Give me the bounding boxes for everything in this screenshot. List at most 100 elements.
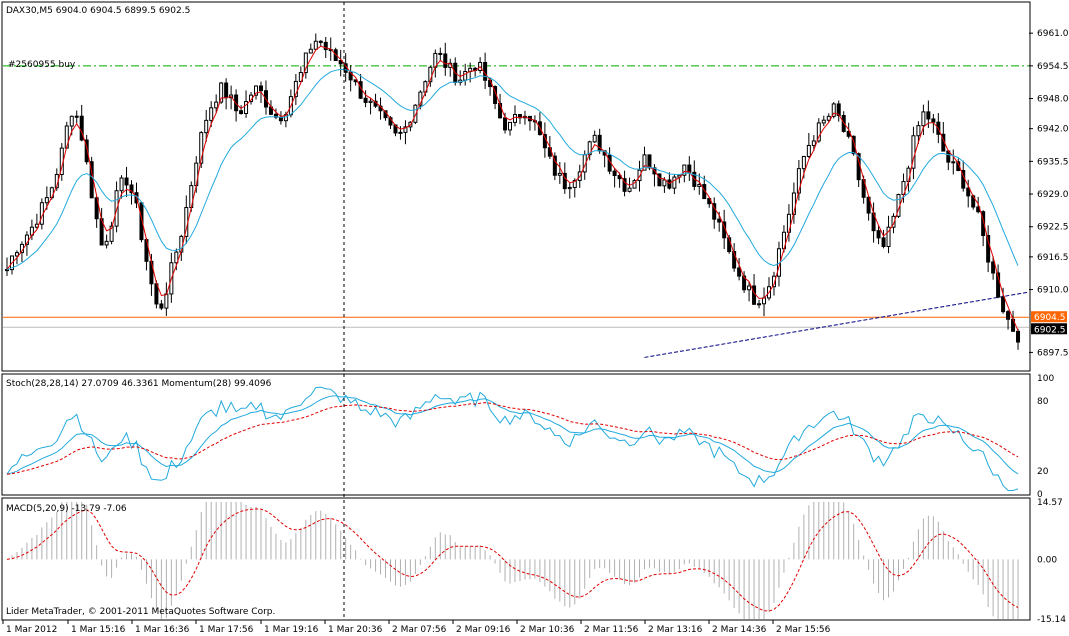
candle-body [951,161,956,164]
main-header: DAX30,M5 6904.0 6904.5 6899.5 6902.5 [6,6,190,16]
candle-body [14,252,19,257]
candle-body [592,134,597,143]
macd-plot [6,502,1019,619]
y-tick-label: 6948.0 [1037,95,1069,105]
candle-body [224,82,229,99]
candle-body [199,132,204,164]
macd-tick-label: 14.57 [1037,498,1063,508]
candle-body [119,177,124,192]
candle-body [338,60,343,65]
candle-body [164,293,169,309]
candle-body [74,115,79,118]
candle-body [139,202,144,241]
candle-body [239,110,244,115]
x-tick-label: 2 Mar 09:16 [456,625,511,635]
candle-body [204,119,209,134]
stoch-tick-label: 20 [1037,467,1049,477]
candle-body [687,164,692,173]
candle-body [318,40,323,43]
trend-line [644,291,1030,358]
candle-body [627,187,632,192]
candle-body [413,104,418,123]
stoch-panel[interactable] [1,373,1031,496]
candle-body [682,164,687,176]
candle-body [886,226,891,247]
candle-body [79,115,84,141]
x-tick-label: 1 Mar 2012 [6,625,57,635]
candle-body [647,154,652,169]
candle-body [986,235,991,263]
candle-body [254,85,259,96]
ask-price-box [1031,311,1067,323]
y-tick-label: 6922.5 [1037,223,1069,233]
candle-body [403,126,408,133]
candle-body [881,237,886,247]
candle-body [752,285,757,305]
momentum-line [6,395,1019,475]
candle-body [124,177,129,186]
candle-body [642,154,647,171]
candle-body [308,48,313,54]
candle-body [931,118,936,123]
x-tick-label: 2 Mar 14:36 [712,625,767,635]
candle-body [717,218,722,223]
y-tick-label: 6910.0 [1037,286,1069,296]
candle-body [876,230,881,239]
candle-body [622,178,627,192]
main-plot [3,33,1030,358]
macd-tick-label: 0.00 [1037,555,1057,565]
candle-body [826,115,831,121]
candle-body [891,215,896,228]
y-tick-label: 6954.5 [1037,62,1069,72]
candle-body [567,186,572,190]
candle-body [916,125,921,137]
y-tick-label: 6942.0 [1037,125,1069,135]
candle-body [806,144,811,157]
candle-body [831,103,836,117]
candle-body [84,139,89,163]
candle-body [921,111,926,127]
ema-slow-line [6,68,1019,271]
candle-body [109,225,114,242]
candle-body [562,172,567,190]
candle-body [418,91,423,106]
candle-body [771,275,776,288]
candle-body [244,101,249,115]
candle-body [1016,330,1021,343]
candle-body [981,211,986,237]
candle-body [503,117,508,131]
candle-body [259,85,263,92]
candle-body [1001,296,1006,313]
candle-body [129,184,134,194]
candle-body [209,107,214,121]
candle-body [816,122,821,142]
macd-tick-label: -15.14 [1037,615,1066,625]
macd-footer: Lider MetaTrader, © 2001-2011 MetaQuotes… [6,607,275,617]
stoch-header: Stoch(28,28,14) 27.0709 46.3361 Momentum… [6,379,272,389]
candle-body [44,197,49,204]
candle-body [996,272,1001,298]
x-tick-label: 2 Mar 07:56 [392,625,447,635]
candle-body [762,297,767,305]
candle-body [363,97,368,103]
x-tick-label: 2 Mar 10:36 [520,625,575,635]
candle-body [911,135,916,169]
candle-body [662,179,667,187]
candle-body [926,111,931,120]
y-tick-label: 6935.5 [1037,157,1069,167]
candle-body [572,179,577,188]
stoch-plot [6,386,1019,491]
candle-body [313,40,318,50]
candle-body [796,168,801,194]
candle-body [811,140,816,146]
candle-body [303,52,308,74]
candle-body [557,172,562,176]
x-tick-label: 1 Mar 19:16 [264,625,319,635]
y-tick-label: 6897.5 [1037,348,1069,358]
candle-body [174,251,179,264]
candle-body [368,100,373,103]
main-panel[interactable] [1,1,1031,372]
candle-body [657,173,662,187]
candle-body [672,176,677,189]
